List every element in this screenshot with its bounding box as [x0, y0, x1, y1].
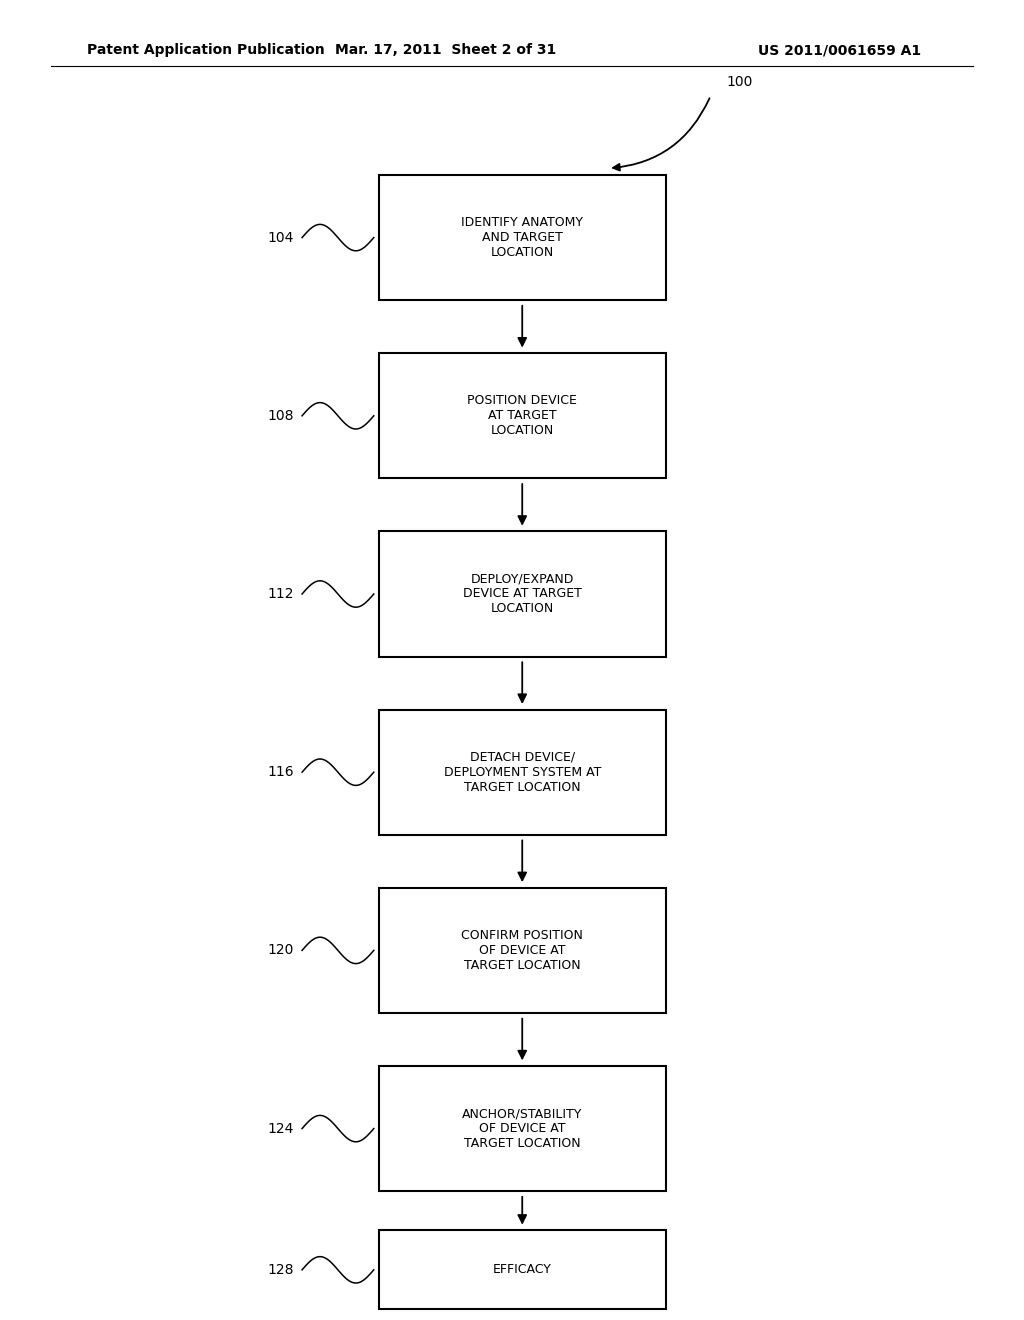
Text: 100: 100 — [726, 75, 753, 90]
FancyArrowPatch shape — [613, 98, 710, 170]
Text: POSITION DEVICE
AT TARGET
LOCATION: POSITION DEVICE AT TARGET LOCATION — [467, 395, 578, 437]
Text: 104: 104 — [267, 231, 294, 244]
Text: DETACH DEVICE/
DEPLOYMENT SYSTEM AT
TARGET LOCATION: DETACH DEVICE/ DEPLOYMENT SYSTEM AT TARG… — [443, 751, 601, 793]
Text: DEPLOY/EXPAND
DEVICE AT TARGET
LOCATION: DEPLOY/EXPAND DEVICE AT TARGET LOCATION — [463, 573, 582, 615]
Bar — [379, 352, 666, 478]
Bar — [379, 1067, 666, 1191]
Bar — [379, 710, 666, 836]
Text: CONFIRM POSITION
OF DEVICE AT
TARGET LOCATION: CONFIRM POSITION OF DEVICE AT TARGET LOC… — [461, 929, 584, 972]
Text: ANCHOR/STABILITY
OF DEVICE AT
TARGET LOCATION: ANCHOR/STABILITY OF DEVICE AT TARGET LOC… — [462, 1107, 583, 1150]
Text: 128: 128 — [267, 1263, 294, 1276]
Text: Patent Application Publication: Patent Application Publication — [87, 44, 325, 57]
Text: IDENTIFY ANATOMY
AND TARGET
LOCATION: IDENTIFY ANATOMY AND TARGET LOCATION — [461, 216, 584, 259]
Text: 108: 108 — [267, 409, 294, 422]
Bar — [379, 531, 666, 656]
Text: EFFICACY: EFFICACY — [493, 1263, 552, 1276]
Bar — [379, 176, 666, 301]
Text: 112: 112 — [267, 587, 294, 601]
Text: Mar. 17, 2011  Sheet 2 of 31: Mar. 17, 2011 Sheet 2 of 31 — [335, 44, 556, 57]
Bar — [379, 887, 666, 1014]
Text: US 2011/0061659 A1: US 2011/0061659 A1 — [759, 44, 922, 57]
Bar — [379, 1230, 666, 1309]
Text: 124: 124 — [267, 1122, 294, 1135]
Text: 116: 116 — [267, 766, 294, 779]
Text: 120: 120 — [267, 944, 294, 957]
